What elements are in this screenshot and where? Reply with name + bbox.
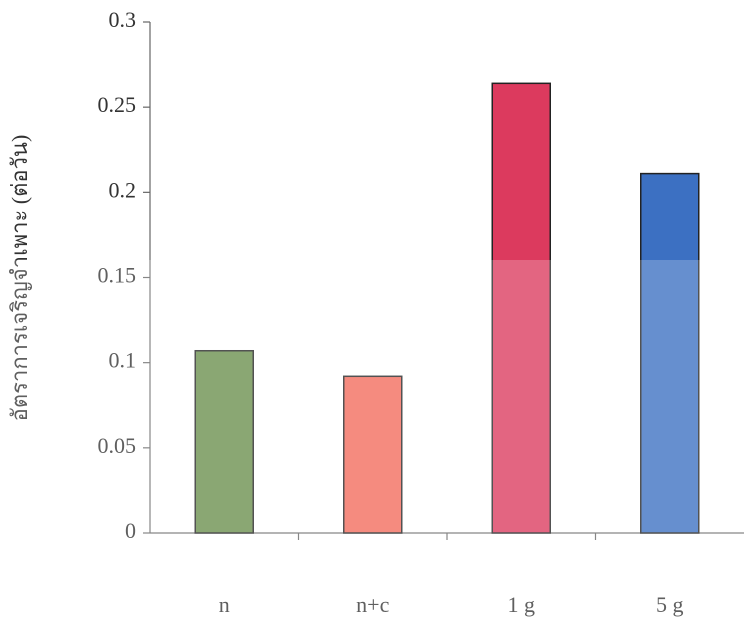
x-tick-label: 5 g [656,592,684,617]
y-tick-label: 0.05 [98,433,137,458]
y-tick-label: 0.1 [109,348,137,373]
y-tick-label: 0.3 [109,7,137,32]
bar [640,172,700,534]
x-tick-label: 1 g [508,592,536,617]
bar [343,375,403,534]
watermark-fade [0,260,748,624]
x-tick-label: n+c [356,592,389,617]
bar [194,349,254,534]
bar [491,82,551,534]
y-tick-label: 0.2 [109,177,137,202]
y-axis-label: อัตราการเจริญจำเพาะ (ต่อวัน) [7,135,32,422]
x-tick-label: n [219,592,230,617]
y-tick-label: 0 [125,518,136,543]
y-tick-label: 0.15 [98,263,137,288]
y-tick-label: 0.25 [98,92,137,117]
